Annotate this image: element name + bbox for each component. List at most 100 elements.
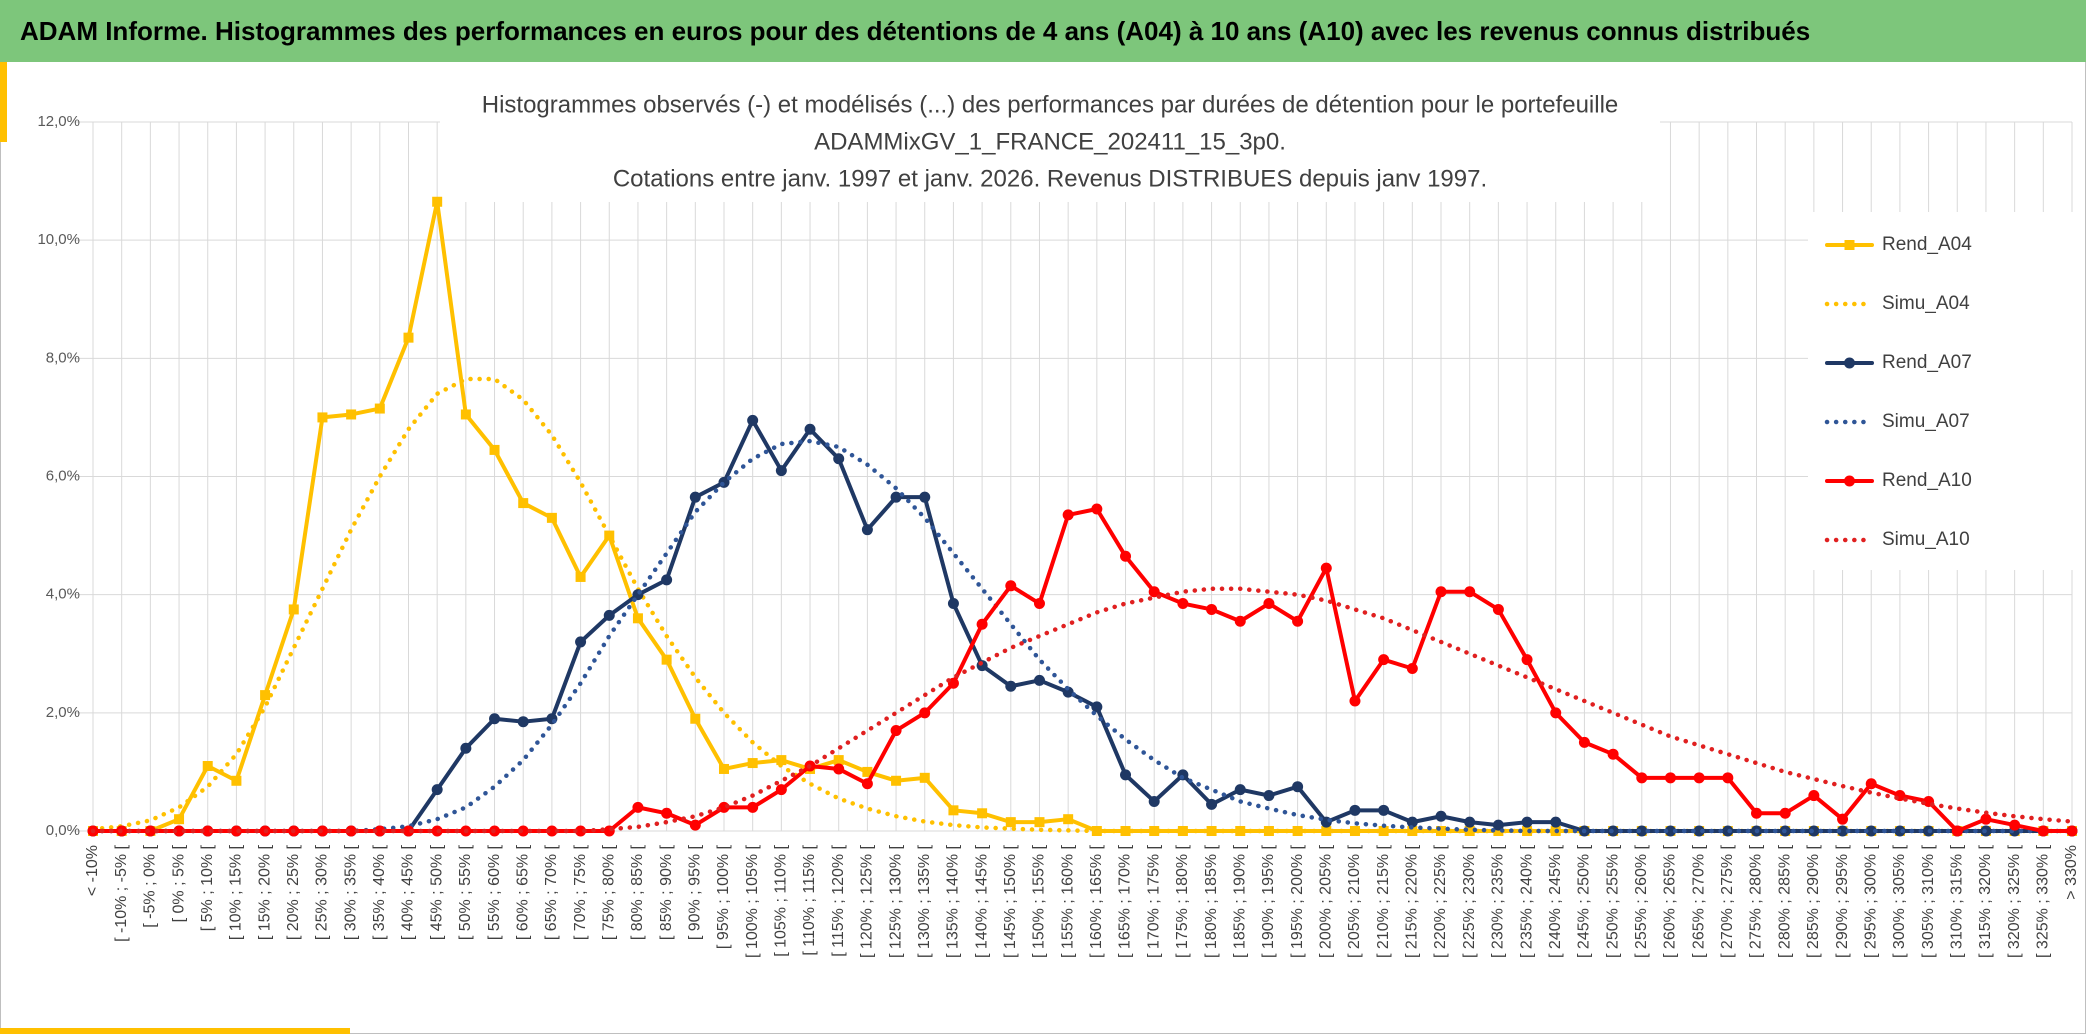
marker (517, 716, 529, 728)
marker (260, 690, 271, 701)
x-tick-label: [ 200% ; 205% [ (1318, 844, 1335, 958)
accent (0, 62, 7, 142)
marker (174, 814, 185, 825)
x-tick-label: [ 5% ; 10% [ (199, 844, 216, 931)
x-tick-label: [ 165% ; 170% [ (1117, 844, 1134, 958)
marker (1464, 816, 1476, 828)
x-tick-label: [ 290% ; 295% [ (1834, 844, 1851, 958)
x-tick-label: [ 275% ; 280% [ (1748, 844, 1765, 958)
x-tick-label: [ 225% ; 230% [ (1461, 844, 1478, 958)
marker (603, 609, 615, 621)
x-tick-label: [ 150% ; 155% [ (1031, 844, 1048, 958)
marker (1779, 807, 1791, 819)
marker (460, 409, 471, 420)
x-tick-label: [ 325% ; 330% [ (2035, 844, 2052, 958)
x-tick-label: [ 135% ; 140% [ (945, 844, 962, 958)
marker (1406, 663, 1418, 675)
x-tick-label: [ 0% ; 5% [ (170, 844, 187, 922)
marker (575, 571, 586, 582)
marker (202, 761, 213, 772)
marker (1550, 816, 1562, 828)
x-tick-label: [ 120% ; 125% [ (859, 844, 876, 958)
marker (1636, 772, 1648, 784)
x-tick-label: [ 320% ; 325% [ (2006, 844, 2023, 958)
marker (1751, 807, 1763, 819)
marker (1263, 790, 1275, 802)
legend-label: Rend_A07 (1882, 352, 1972, 373)
x-tick-label: [ 280% ; 285% [ (1776, 844, 1793, 958)
marker (1349, 826, 1360, 836)
marker (1177, 826, 1188, 836)
x-tick-label: [ 20% ; 25% [ (285, 844, 302, 940)
marker (1033, 674, 1045, 686)
x-tick-label: [ 130% ; 135% [ (916, 844, 933, 958)
x-tick-label: < -10% (84, 845, 101, 896)
marker (947, 598, 959, 610)
chart-title: Cotations entre janv. 1997 et janv. 2026… (613, 165, 1487, 192)
y-tick-label: 10,0% (37, 231, 80, 248)
marker (1693, 825, 1705, 837)
series-line (91, 418, 2074, 833)
marker (317, 412, 328, 423)
marker (431, 784, 443, 796)
marker (1722, 772, 1734, 784)
marker (1492, 819, 1504, 831)
marker (1865, 825, 1877, 837)
marker (690, 713, 701, 724)
marker (173, 825, 185, 837)
x-tick-label: [ 270% ; 275% [ (1719, 844, 1736, 958)
x-tick-label: [ 115% ; 120% [ (830, 844, 847, 956)
x-tick-label: [ 95% ; 100% [ (715, 844, 732, 949)
chart-title: Histogrammes observés (-) et modélisés (… (482, 91, 1619, 118)
marker (689, 819, 701, 831)
marker (1607, 748, 1619, 760)
marker (1951, 825, 1963, 837)
x-tick-label: [ 155% ; 160% [ (1059, 844, 1076, 958)
x-tick-label: [ 175% ; 180% [ (1174, 844, 1191, 958)
marker (1005, 817, 1016, 828)
legend-label: Simu_A04 (1882, 293, 1970, 314)
x-tick-label: [ 70% ; 75% [ (572, 844, 589, 940)
marker (1492, 603, 1504, 615)
marker (1234, 784, 1246, 796)
marker (977, 808, 988, 819)
marker (1091, 503, 1103, 515)
x-tick-label: [ 315% ; 320% [ (1977, 844, 1994, 958)
marker (747, 414, 759, 426)
x-tick-label: [ 240% ; 245% [ (1547, 844, 1564, 958)
x-tick-label: [ 220% ; 225% [ (1432, 844, 1449, 958)
marker (804, 423, 816, 435)
chart-title: ADAMMixGV_1_FRANCE_202411_15_3p0. (814, 128, 1286, 155)
legend-marker (1844, 475, 1855, 487)
x-tick-label: [ 80% ; 85% [ (629, 844, 646, 940)
marker (976, 618, 988, 630)
marker (603, 825, 615, 837)
marker (2037, 825, 2049, 837)
marker (1148, 795, 1160, 807)
marker (775, 465, 787, 477)
marker (346, 409, 357, 420)
marker (1063, 814, 1074, 825)
marker (661, 574, 673, 586)
marker (546, 512, 557, 523)
marker (1435, 810, 1447, 822)
marker (861, 524, 873, 536)
marker (1062, 509, 1074, 521)
marker (489, 713, 501, 725)
x-tick-label: [ 60% ; 65% [ (514, 844, 531, 940)
marker (518, 498, 529, 509)
marker (833, 763, 845, 775)
x-tick-label: [ 25% ; 30% [ (314, 844, 331, 940)
x-tick-label: [ 190% ; 195% [ (1260, 844, 1277, 958)
marker (1321, 826, 1332, 836)
marker (288, 604, 299, 615)
x-tick-label: [ 40% ; 45% [ (400, 844, 417, 940)
x-tick-label: [ 10% ; 15% [ (228, 844, 245, 940)
x-tick-label: [ 285% ; 290% [ (1805, 844, 1822, 958)
marker (460, 742, 472, 754)
marker (1005, 580, 1017, 592)
marker (890, 725, 902, 737)
marker (833, 755, 844, 766)
x-tick-label: [ 195% ; 200% [ (1289, 844, 1306, 958)
